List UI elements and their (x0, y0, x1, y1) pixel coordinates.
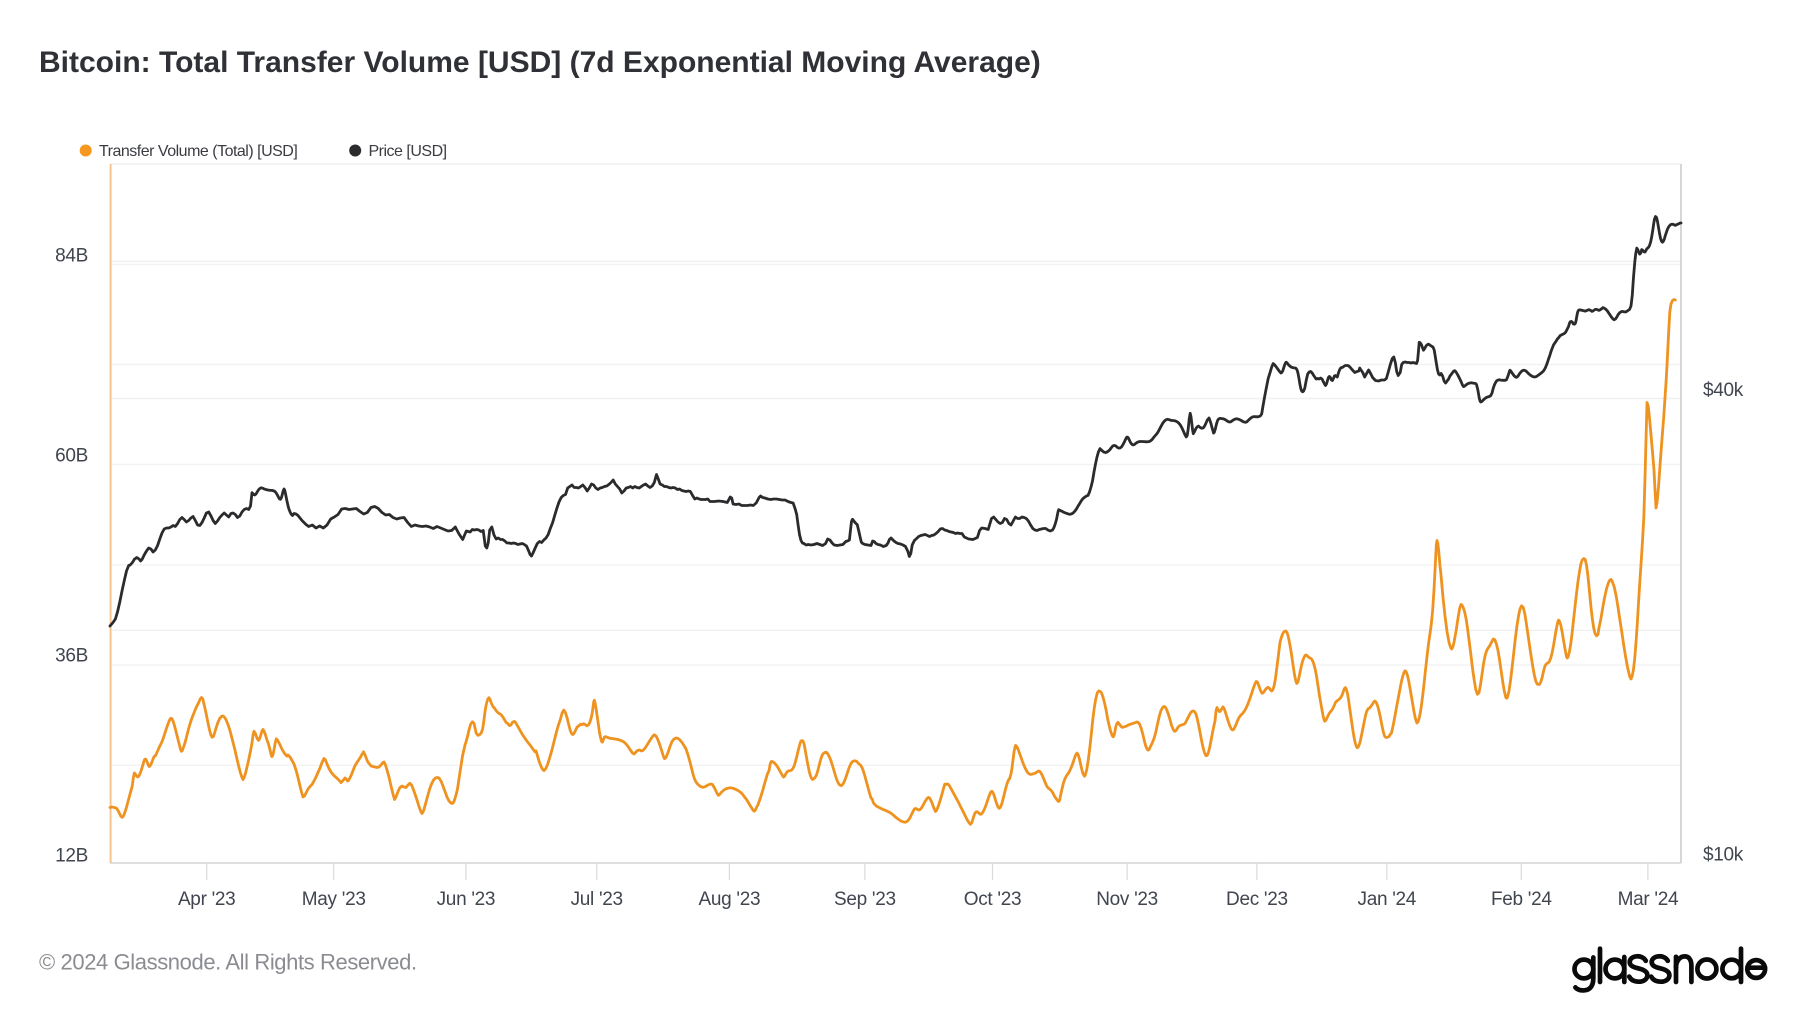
svg-text:Jul '23: Jul '23 (571, 889, 623, 910)
svg-text:12B: 12B (55, 846, 88, 867)
svg-text:$10k: $10k (1703, 845, 1744, 866)
svg-text:Price [USD]: Price [USD] (369, 143, 447, 160)
svg-text:Jun '23: Jun '23 (437, 889, 496, 910)
svg-text:Nov '23: Nov '23 (1096, 889, 1158, 910)
svg-text:© 2024 Glassnode. All Rights R: © 2024 Glassnode. All Rights Reserved. (39, 950, 417, 975)
svg-text:Apr '23: Apr '23 (178, 889, 236, 910)
svg-text:Feb '24: Feb '24 (1491, 889, 1552, 910)
svg-text:84B: 84B (55, 246, 88, 267)
svg-text:Transfer Volume (Total) [USD]: Transfer Volume (Total) [USD] (99, 143, 297, 160)
svg-text:Aug '23: Aug '23 (699, 889, 761, 910)
svg-text:May '23: May '23 (302, 889, 366, 910)
svg-text:36B: 36B (55, 646, 88, 667)
svg-text:Mar '24: Mar '24 (1618, 889, 1679, 910)
svg-text:Dec '23: Dec '23 (1226, 889, 1288, 910)
svg-text:Jan '24: Jan '24 (1358, 889, 1417, 910)
svg-text:$40k: $40k (1703, 380, 1744, 401)
svg-text:Bitcoin: Total Transfer Volume: Bitcoin: Total Transfer Volume [USD] (7d… (39, 46, 1041, 79)
svg-text:60B: 60B (55, 446, 88, 467)
svg-text:Oct '23: Oct '23 (964, 889, 1022, 910)
svg-text:Sep '23: Sep '23 (834, 889, 896, 910)
